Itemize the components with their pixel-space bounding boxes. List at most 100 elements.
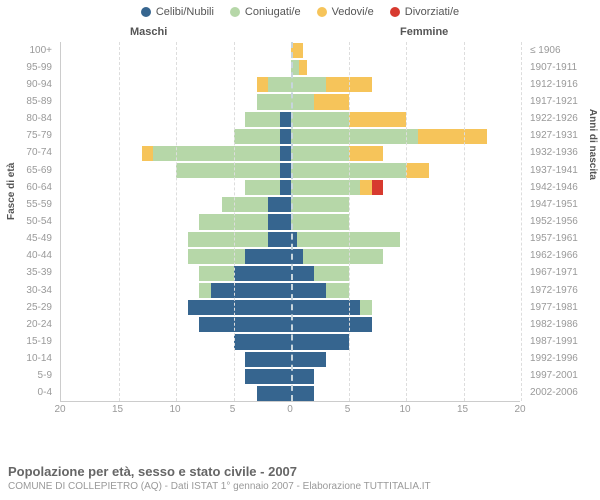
- x-tick-label: 0: [287, 404, 293, 415]
- female-bar: [291, 197, 349, 212]
- birth-year-label: 1912-1916: [526, 76, 596, 93]
- bar-segment: [418, 129, 487, 144]
- female-bar: [291, 94, 349, 109]
- male-bar: [222, 197, 291, 212]
- male-bar: [234, 334, 292, 349]
- bar-segment: [291, 214, 349, 229]
- gridline: [119, 42, 120, 401]
- chart-subtitle: COMUNE DI COLLEPIETRO (AQ) - Dati ISTAT …: [8, 481, 431, 492]
- bar-segment: [245, 369, 291, 384]
- x-tick-label: 10: [399, 404, 410, 415]
- birth-year-label: 1932-1936: [526, 145, 596, 162]
- bar-segment: [176, 163, 280, 178]
- bar-segment: [291, 94, 314, 109]
- bar-segment: [372, 180, 384, 195]
- legend: Celibi/Nubili Coniugati/e Vedovi/e Divor…: [0, 6, 600, 18]
- bar-segment: [291, 266, 314, 281]
- x-tick-label: 15: [112, 404, 123, 415]
- bar-segment: [245, 249, 291, 264]
- male-bar: [199, 266, 291, 281]
- age-band-label: 80-84: [0, 111, 56, 128]
- age-band-label: 70-74: [0, 145, 56, 162]
- bar-segment: [406, 163, 429, 178]
- birth-year-label: 1972-1976: [526, 282, 596, 299]
- birth-year-label: 1907-1911: [526, 59, 596, 76]
- male-bar: [245, 369, 291, 384]
- x-tick-label: 10: [169, 404, 180, 415]
- bar-segment: [257, 386, 292, 401]
- age-band-label: 75-79: [0, 128, 56, 145]
- bar-segment: [349, 112, 407, 127]
- bar-segment: [234, 334, 292, 349]
- age-band-label: 10-14: [0, 351, 56, 368]
- age-band-label: 90-94: [0, 76, 56, 93]
- bar-segment: [291, 386, 314, 401]
- bar-segment: [257, 77, 269, 92]
- bar-segment: [280, 112, 292, 127]
- bar-segment: [326, 283, 349, 298]
- male-bar: [188, 232, 292, 247]
- male-bar: [245, 180, 291, 195]
- center-gridline: [291, 42, 293, 401]
- age-band-label: 55-59: [0, 196, 56, 213]
- female-bar: [291, 266, 349, 281]
- population-pyramid: 201510505101520: [60, 42, 520, 422]
- birth-year-label: 1952-1956: [526, 213, 596, 230]
- bar-segment: [268, 197, 291, 212]
- female-bar: [291, 163, 429, 178]
- chart-container: Celibi/Nubili Coniugati/e Vedovi/e Divor…: [0, 0, 600, 500]
- birth-year-label: 1962-1966: [526, 248, 596, 265]
- male-bar: [234, 129, 292, 144]
- female-bar: [291, 232, 400, 247]
- age-band-label: 25-29: [0, 299, 56, 316]
- bar-segment: [291, 283, 326, 298]
- male-bar: [245, 112, 291, 127]
- legend-swatch: [230, 7, 240, 17]
- female-bar: [291, 146, 383, 161]
- female-bar: [291, 317, 372, 332]
- legend-label: Divorziati/e: [405, 6, 459, 18]
- male-bar: [199, 214, 291, 229]
- bar-segment: [291, 180, 360, 195]
- birth-year-label: 1942-1946: [526, 179, 596, 196]
- bar-segment: [291, 146, 349, 161]
- birth-year-label: 1937-1941: [526, 162, 596, 179]
- bar-segment: [222, 197, 268, 212]
- bar-segment: [280, 180, 292, 195]
- plot-area: [60, 42, 520, 402]
- gridline: [349, 42, 350, 401]
- legend-swatch: [317, 7, 327, 17]
- age-band-label: 45-49: [0, 231, 56, 248]
- female-bar: [291, 283, 349, 298]
- bar-segment: [211, 283, 292, 298]
- legend-label: Vedovi/e: [332, 6, 374, 18]
- birth-year-label: 1947-1951: [526, 196, 596, 213]
- bar-segment: [153, 146, 280, 161]
- male-bar: [257, 94, 292, 109]
- bar-segment: [268, 77, 291, 92]
- x-tick-label: 20: [54, 404, 65, 415]
- x-tick-label: 15: [457, 404, 468, 415]
- bar-segment: [245, 352, 291, 367]
- male-bar: [188, 249, 292, 264]
- legend-swatch: [141, 7, 151, 17]
- birth-year-label: 1987-1991: [526, 333, 596, 350]
- column-header-male: Maschi: [130, 26, 167, 38]
- age-band-label: 30-34: [0, 282, 56, 299]
- legend-item: Divorziati/e: [390, 6, 459, 18]
- birth-year-label: 1977-1981: [526, 299, 596, 316]
- bar-segment: [314, 94, 349, 109]
- female-bar: [291, 214, 349, 229]
- y-labels-year: ≤ 19061907-19111912-19161917-19211922-19…: [526, 42, 596, 402]
- x-tick-label: 5: [230, 404, 236, 415]
- birth-year-label: 1992-1996: [526, 351, 596, 368]
- male-bar: [257, 386, 292, 401]
- bar-segment: [360, 300, 372, 315]
- bar-segment: [291, 197, 349, 212]
- bar-segment: [291, 300, 360, 315]
- age-band-label: 95-99: [0, 59, 56, 76]
- age-band-label: 15-19: [0, 333, 56, 350]
- bar-segment: [257, 94, 292, 109]
- bar-segment: [291, 77, 326, 92]
- bar-segment: [291, 129, 418, 144]
